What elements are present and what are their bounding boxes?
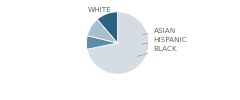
Wedge shape: [97, 12, 118, 43]
Text: BLACK: BLACK: [138, 46, 177, 56]
Wedge shape: [86, 36, 118, 49]
Text: WHITE: WHITE: [88, 7, 112, 19]
Wedge shape: [87, 19, 118, 43]
Text: HISPANIC: HISPANIC: [142, 37, 187, 44]
Wedge shape: [87, 12, 149, 74]
Text: ASIAN: ASIAN: [143, 28, 176, 35]
